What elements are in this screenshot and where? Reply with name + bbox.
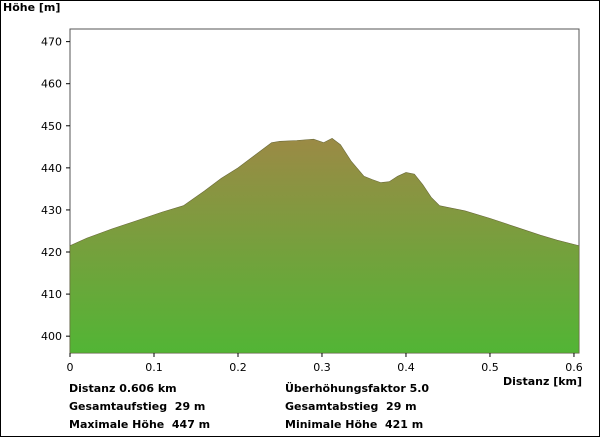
- elevation-chart: 400 410 420 430 440 450 460 470 0 0.1 0.2 0.3 0.4 0.…: [41, 28, 583, 374]
- y-tick-label: 450: [41, 120, 62, 133]
- stat-minimale-hoehe: Minimale Höhe 421 m: [285, 418, 424, 431]
- stat-distanz: Distanz 0.606 km: [69, 382, 177, 395]
- x-tick-label: 0.4: [397, 361, 415, 374]
- x-tick-label: 0.3: [313, 361, 331, 374]
- stat-ueberhoehungsfaktor: Überhöhungsfaktor 5.0: [285, 382, 430, 395]
- x-axis-label: Distanz [km]: [503, 375, 583, 388]
- y-tick-label: 440: [41, 162, 62, 175]
- y-tick-label: 460: [41, 78, 62, 91]
- stat-gesamtabstieg: Gesamtabstieg 29 m: [285, 400, 417, 413]
- x-tick-label: 0.1: [145, 361, 163, 374]
- stat-maximale-hoehe: Maximale Höhe 447 m: [69, 418, 211, 431]
- elevation-area: [69, 138, 580, 354]
- x-tick-label: 0: [67, 361, 74, 374]
- y-tick-label: 410: [41, 288, 62, 301]
- x-tick-label: 0.6: [565, 361, 583, 374]
- x-tick-label: 0.5: [481, 361, 499, 374]
- y-tick-label: 400: [41, 330, 62, 343]
- stat-gesamtaufstieg: Gesamtaufstieg 29 m: [69, 400, 206, 413]
- y-tick-label: 430: [41, 204, 62, 217]
- y-tick-label: 470: [41, 36, 62, 49]
- x-tick-label: 0.2: [229, 361, 247, 374]
- y-axis-label: Höhe [m]: [3, 1, 61, 14]
- y-tick-label: 420: [41, 246, 62, 259]
